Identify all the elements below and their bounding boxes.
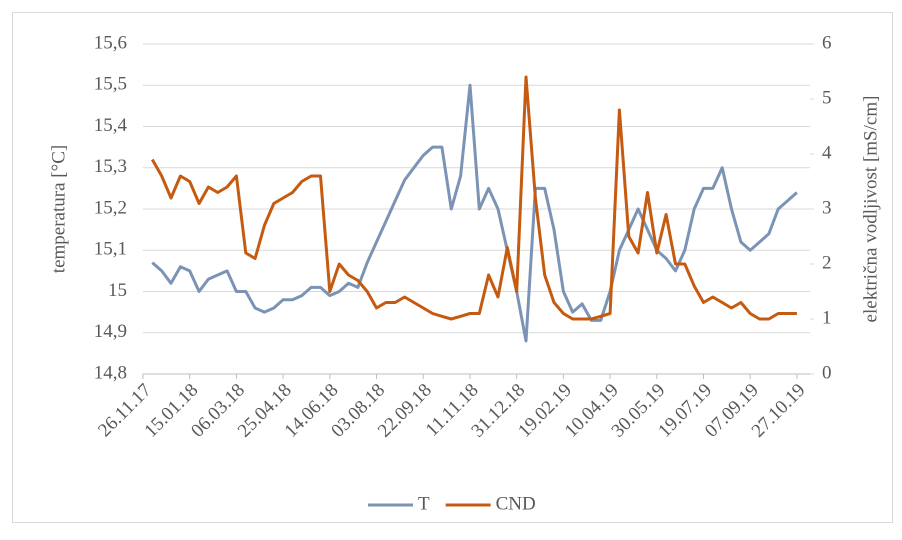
y2-tick-label: 3 [822, 197, 832, 218]
y-tick-label: 14,9 [94, 321, 127, 342]
y-tick-label: 15,5 [94, 74, 127, 95]
y2-tick-label: 4 [822, 142, 832, 163]
legend-label: T [418, 493, 430, 514]
y-tick-label: 15,1 [94, 239, 127, 260]
series-line [150, 75, 797, 321]
series-line [151, 83, 798, 343]
y2-axis-title: električna vodljivost [mS/cm] [860, 96, 881, 323]
y-tick-label: 14,8 [94, 362, 127, 383]
y2-tick-label: 6 [822, 32, 832, 53]
y2-tick-label: 1 [822, 307, 832, 328]
y2-tick-label: 2 [822, 252, 832, 273]
chart-frame [12, 12, 893, 523]
y-tick-label: 15,2 [94, 197, 127, 218]
y2-tick-label: 0 [822, 362, 832, 383]
y-tick-label: 15,6 [94, 32, 127, 53]
y-tick-label: 15,4 [94, 115, 128, 136]
y-tick-label: 15,3 [94, 156, 127, 177]
y2-tick-label: 5 [822, 87, 832, 108]
y-tick-label: 15 [108, 280, 127, 301]
legend-label: CND [496, 493, 536, 514]
y-axis-title: temperatura [°C] [48, 145, 69, 273]
